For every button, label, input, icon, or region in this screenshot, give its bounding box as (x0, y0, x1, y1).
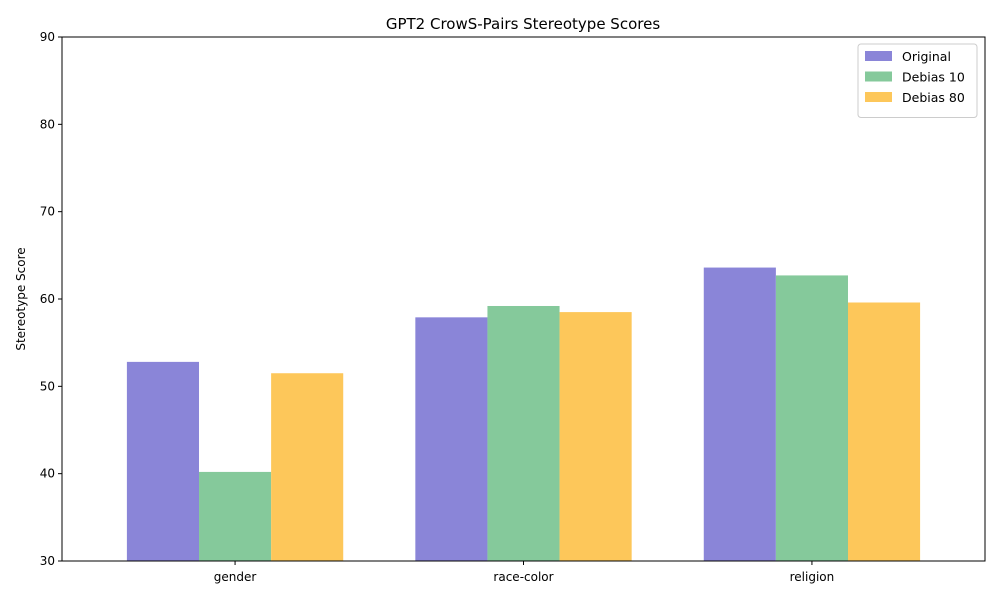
bar-debias-80-race-color (559, 312, 632, 561)
y-axis: 30 40 50 60 70 80 90 (40, 30, 62, 568)
chart-title: GPT2 CrowS-Pairs Stereotype Scores (386, 15, 660, 33)
legend-label: Debias 10 (902, 70, 965, 85)
y-tick-label: 80 (40, 117, 55, 131)
y-tick-label: 40 (40, 467, 55, 481)
legend-swatch (865, 51, 892, 61)
y-tick-label: 30 (40, 554, 55, 568)
bar-original-gender (126, 361, 200, 561)
y-axis-title: Stereotype Score (14, 247, 28, 350)
legend-swatch (865, 92, 892, 102)
y-tick-label: 60 (40, 292, 55, 306)
plot-area (126, 267, 921, 561)
legend-label: Original (902, 49, 951, 64)
bar-debias-80-religion (847, 302, 921, 561)
x-tick-label: religion (790, 570, 835, 584)
y-tick-label: 50 (40, 379, 55, 393)
legend-swatch (865, 71, 892, 82)
legend-label: Debias 80 (902, 90, 965, 105)
legend: Original Debias 10 Debias 80 (857, 43, 978, 118)
y-tick-label: 90 (40, 30, 55, 44)
y-tick-label: 70 (40, 205, 55, 219)
x-axis: gender race-color religion (214, 561, 834, 584)
x-tick-label: gender (214, 570, 257, 584)
bar-original-religion (703, 267, 776, 561)
bar-debias-10-gender (199, 471, 272, 561)
bar-debias-10-religion (775, 275, 848, 561)
bar-debias-10-race-color (487, 305, 560, 561)
bar-debias-80-gender (271, 373, 344, 561)
x-tick-label: race-color (493, 570, 553, 584)
bar-original-race-color (415, 317, 488, 561)
